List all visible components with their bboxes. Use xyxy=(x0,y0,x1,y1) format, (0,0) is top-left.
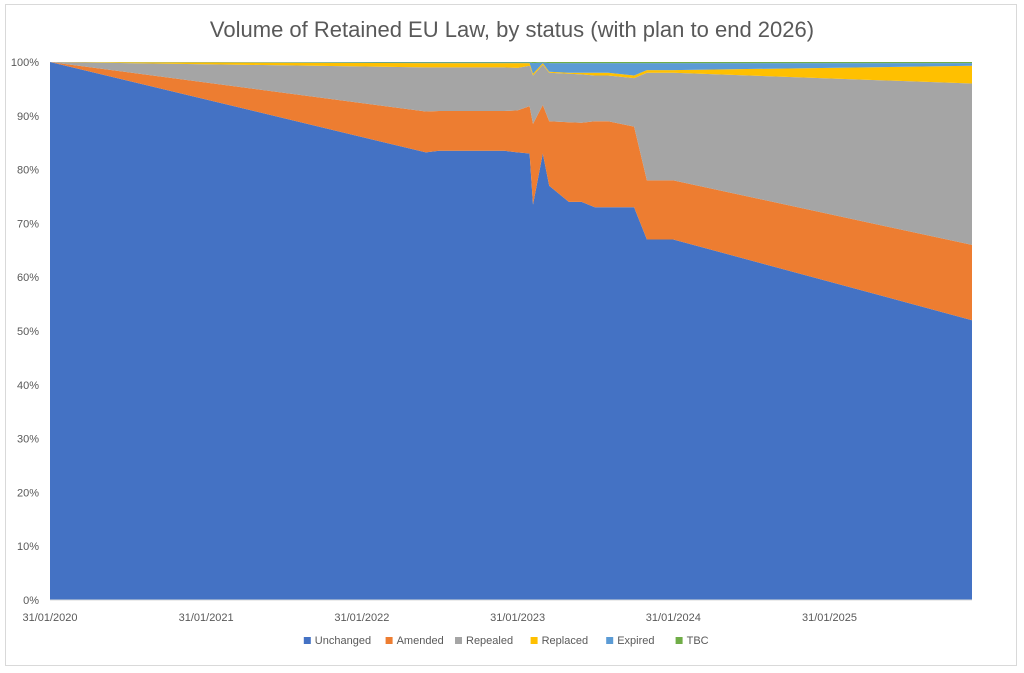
legend-swatch-replaced xyxy=(530,637,538,644)
legend-swatch-amended xyxy=(385,637,393,644)
y-tick-label: 10% xyxy=(17,541,39,553)
legend-swatch-repealed xyxy=(455,637,462,644)
area-repealed xyxy=(50,62,972,245)
y-axis: 0% 10% 20% 30% 40% 50% 60% 70% 80% 90% 100% xyxy=(11,57,39,607)
y-tick-label: 70% xyxy=(17,218,39,230)
x-axis: 31/01/2020 31/01/2021 31/01/2022 31/01/2023… xyxy=(22,599,972,624)
y-tick-label: 50% xyxy=(17,326,39,338)
legend-label-expired: Expired xyxy=(617,635,654,647)
area-expired xyxy=(50,62,972,76)
x-tick-label: 31/01/2022 xyxy=(334,612,389,624)
y-tick-label: 20% xyxy=(17,487,39,499)
legend-label-tbc: TBC xyxy=(687,635,709,647)
plot-areas xyxy=(50,62,972,600)
area-amended xyxy=(50,62,972,321)
y-tick-label: 90% xyxy=(17,111,39,123)
area-tbc xyxy=(50,62,972,64)
y-tick-label: 100% xyxy=(11,57,39,69)
x-tick-label: 31/01/2024 xyxy=(646,612,701,624)
x-tick-label: 31/01/2025 xyxy=(802,612,857,624)
legend-label-replaced: Replaced xyxy=(542,635,588,647)
y-tick-label: 40% xyxy=(17,380,39,392)
x-tick-label: 31/01/2020 xyxy=(22,612,77,624)
legend-label-amended: Amended xyxy=(397,635,444,647)
x-tick-label: 31/01/2023 xyxy=(490,612,545,624)
y-tick-label: 0% xyxy=(23,595,39,607)
legend-label-repealed: Repealed xyxy=(466,635,513,647)
legend-swatch-expired xyxy=(606,637,614,644)
y-tick-label: 60% xyxy=(17,272,39,284)
legend: Unchanged Amended Repealed Replaced Expired T… xyxy=(303,635,709,647)
y-tick-label: 30% xyxy=(17,434,39,446)
legend-swatch-unchanged xyxy=(303,637,311,644)
legend-swatch-tbc xyxy=(675,637,683,644)
area-replaced xyxy=(50,62,972,84)
x-tick-label: 31/01/2021 xyxy=(179,612,234,624)
chart-title: Volume of Retained EU Law, by status (wi… xyxy=(210,17,814,42)
area-unchanged xyxy=(50,62,972,600)
legend-label-unchanged: Unchanged xyxy=(315,635,371,647)
y-tick-label: 80% xyxy=(17,165,39,177)
